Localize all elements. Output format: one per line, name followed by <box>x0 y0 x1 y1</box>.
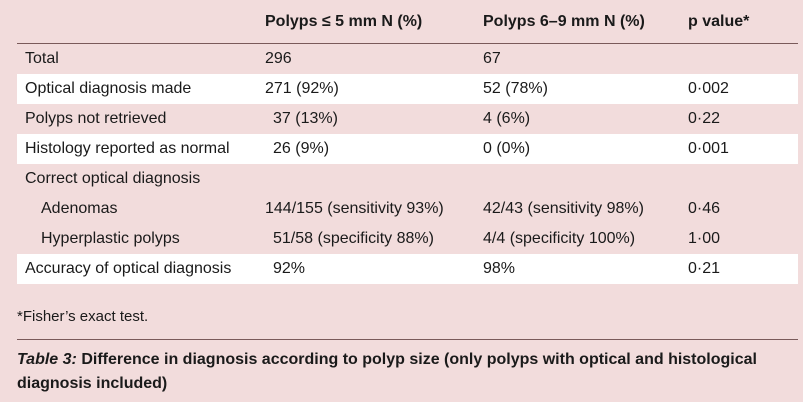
cell-medium <box>483 164 688 194</box>
cell-medium: 98% <box>483 260 516 277</box>
cell-small: 37 (13%) <box>273 110 338 127</box>
cell-small: 271 (92%) <box>265 80 339 97</box>
cell-p: 0·46 <box>688 200 721 217</box>
header-polyps-small: Polyps ≤ 5 mm N (%) <box>265 12 423 30</box>
row-label: Correct optical diagnosis <box>25 170 201 187</box>
caption-divider <box>17 339 798 340</box>
cell-p: 0·002 <box>688 80 729 97</box>
table-row-not-retrieved: Polyps not retrieved 37 (13%) 4 (6%) 0·2… <box>17 104 798 134</box>
row-label: Hyperplastic polyps <box>41 230 180 247</box>
table-footnote: *Fisher’s exact test. <box>17 308 149 325</box>
table-row-accuracy: Accuracy of optical diagnosis 92% 98% 0·… <box>17 254 798 284</box>
header-polyps-medium: Polyps 6–9 mm N (%) <box>483 12 645 30</box>
table-row-optical-diagnosis-made: Optical diagnosis made 271 (92%) 52 (78%… <box>17 74 798 104</box>
table-header-row: Polyps ≤ 5 mm N (%) Polyps 6–9 mm N (%) … <box>17 0 798 44</box>
row-label: Adenomas <box>41 200 118 217</box>
table-caption: Table 3: Difference in diagnosis accordi… <box>17 348 777 396</box>
row-label: Optical diagnosis made <box>25 80 192 97</box>
cell-small: 144/155 (sensitivity 93%) <box>265 200 444 217</box>
cell-medium: 4/4 (specificity 100%) <box>483 230 636 247</box>
cell-p: 0·22 <box>688 110 721 127</box>
data-table-wrapper: Polyps ≤ 5 mm N (%) Polyps 6–9 mm N (%) … <box>17 0 798 284</box>
cell-p: 1·00 <box>688 230 721 247</box>
table-row-correct-optical: Correct optical diagnosis <box>17 164 798 194</box>
cell-p: 0·21 <box>688 260 721 277</box>
cell-small <box>265 164 483 194</box>
cell-medium: 4 (6%) <box>483 110 531 127</box>
row-label: Accuracy of optical diagnosis <box>25 260 232 277</box>
cell-medium: 67 <box>483 50 501 67</box>
cell-p <box>688 44 798 75</box>
caption-text: Difference in diagnosis according to pol… <box>17 351 757 392</box>
header-p-value: p value* <box>688 12 750 30</box>
cell-small: 26 (9%) <box>273 140 330 157</box>
table-row-histology-normal: Histology reported as normal 26 (9%) 0 (… <box>17 134 798 164</box>
cell-small: 296 <box>265 50 292 67</box>
row-label: Histology reported as normal <box>25 140 230 157</box>
cell-p <box>688 164 798 194</box>
table-row-total: Total 296 67 <box>17 44 798 75</box>
row-label: Total <box>25 50 59 67</box>
data-table: Polyps ≤ 5 mm N (%) Polyps 6–9 mm N (%) … <box>17 0 798 284</box>
cell-medium: 0 (0%) <box>483 140 531 157</box>
cell-medium: 52 (78%) <box>483 80 548 97</box>
table-row-adenomas: Adenomas 144/155 (sensitivity 93%) 42/43… <box>17 194 798 224</box>
caption-label: Table 3: <box>17 351 77 368</box>
cell-medium: 42/43 (sensitivity 98%) <box>483 200 644 217</box>
cell-small: 92% <box>273 260 306 277</box>
table-row-hyperplastic: Hyperplastic polyps 51/58 (specificity 8… <box>17 224 798 254</box>
header-label <box>17 0 265 44</box>
cell-p: 0·001 <box>688 140 729 157</box>
cell-small: 51/58 (specificity 88%) <box>273 230 434 247</box>
row-label: Polyps not retrieved <box>25 110 167 127</box>
